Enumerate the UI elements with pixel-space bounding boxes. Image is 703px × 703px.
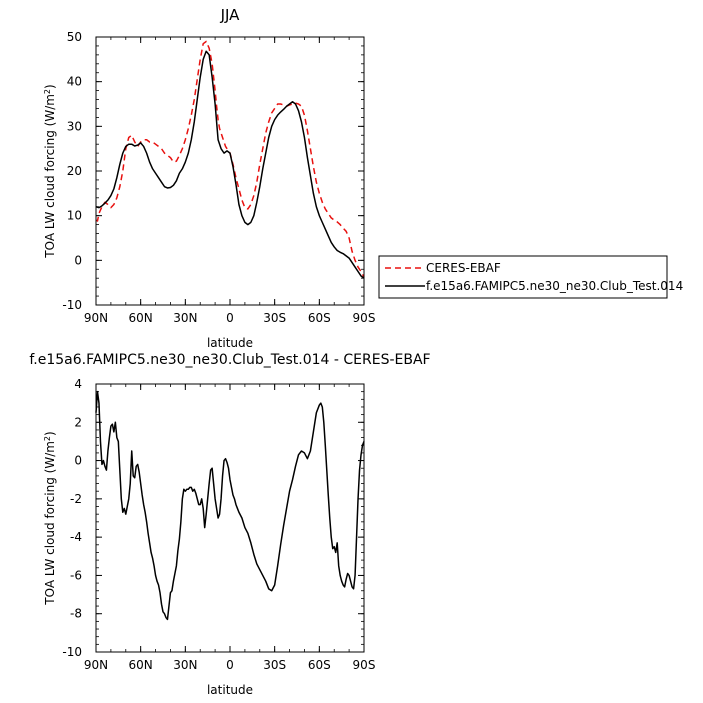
top-y-tick-label: 0 xyxy=(74,253,82,267)
bottom-y-tick-label: -8 xyxy=(70,607,82,621)
bottom-panel: f.e15a6.FAMIPC5.ne30_ne30.Club_Test.014 … xyxy=(29,352,430,697)
top-x-tick-label: 60N xyxy=(129,311,153,325)
top-plot-frame xyxy=(95,36,365,306)
top-x-tick-label: 30N xyxy=(173,311,197,325)
bottom-plot-area: 90N 60N 30N 0 30S 60S 90S -10 -8 -6 -4 -2 0 2 4 xyxy=(62,377,375,672)
top-x-tick-label: 30S xyxy=(263,311,286,325)
top-x-tick-label: 90S xyxy=(353,311,376,325)
top-series-line-0 xyxy=(95,40,365,278)
bottom-y-tick-label: 0 xyxy=(74,454,82,468)
bottom-y-tick-label: -4 xyxy=(70,530,82,544)
top-y-tick-label: 40 xyxy=(67,75,82,89)
legend-label-ceres: CERES-EBAF xyxy=(426,261,501,275)
top-x-tick-label: 60S xyxy=(308,311,331,325)
bottom-plot-frame xyxy=(95,383,365,653)
bottom-x-tick-label: 60S xyxy=(308,658,331,672)
top-panel: JJA 90N 60N 30N 0 30S 60S 90S -10 0 10 20 30 40 50 la… xyxy=(43,6,375,350)
top-y-tick-label: 10 xyxy=(67,209,82,223)
bottom-chart-title: f.e15a6.FAMIPC5.ne30_ne30.Club_Test.014 … xyxy=(29,352,430,368)
top-y-tick-label: 50 xyxy=(67,30,82,44)
bottom-x-tick-label: 60N xyxy=(129,658,153,672)
legend-box xyxy=(378,255,668,299)
bottom-y-tick-label: -2 xyxy=(70,492,82,506)
top-plot-area: 90N 60N 30N 0 30S 60S 90S -10 0 10 20 30 40 50 xyxy=(62,30,375,325)
top-y-tick-label: -10 xyxy=(62,298,82,312)
legend-label-model: f.e15a6.FAMIPC5.ne30_ne30.Club_Test.014 xyxy=(426,279,683,293)
bottom-x-tick-label: 0 xyxy=(226,658,234,672)
bottom-y-tick-label: 4 xyxy=(74,377,82,391)
top-chart-title: JJA xyxy=(220,6,241,24)
bottom-x-tick-label: 90N xyxy=(84,658,108,672)
top-x-tick-label: 0 xyxy=(226,311,234,325)
bottom-y-tick-label: -10 xyxy=(62,645,82,659)
top-x-axis-label: latitude xyxy=(207,336,253,350)
top-series-line-1 xyxy=(95,50,365,279)
bottom-y-axis-label: TOA LW cloud forcing (W/m2) xyxy=(43,431,57,605)
bottom-x-tick-label: 30N xyxy=(173,658,197,672)
top-x-tick-label: 90N xyxy=(84,311,108,325)
bottom-x-tick-label: 90S xyxy=(353,658,376,672)
bottom-series-line-0 xyxy=(95,390,365,621)
top-y-tick-label: 30 xyxy=(67,119,82,133)
bottom-x-axis-label: latitude xyxy=(207,683,253,697)
bottom-x-tick-label: 30S xyxy=(263,658,286,672)
bottom-y-tick-label: 2 xyxy=(74,415,82,429)
legend: CERES-EBAF f.e15a6.FAMIPC5.ne30_ne30.Clu… xyxy=(378,255,683,299)
bottom-y-tick-label: -6 xyxy=(70,568,82,582)
top-y-axis-label: TOA LW cloud forcing (W/m2) xyxy=(43,84,57,258)
top-y-tick-label: 20 xyxy=(67,164,82,178)
